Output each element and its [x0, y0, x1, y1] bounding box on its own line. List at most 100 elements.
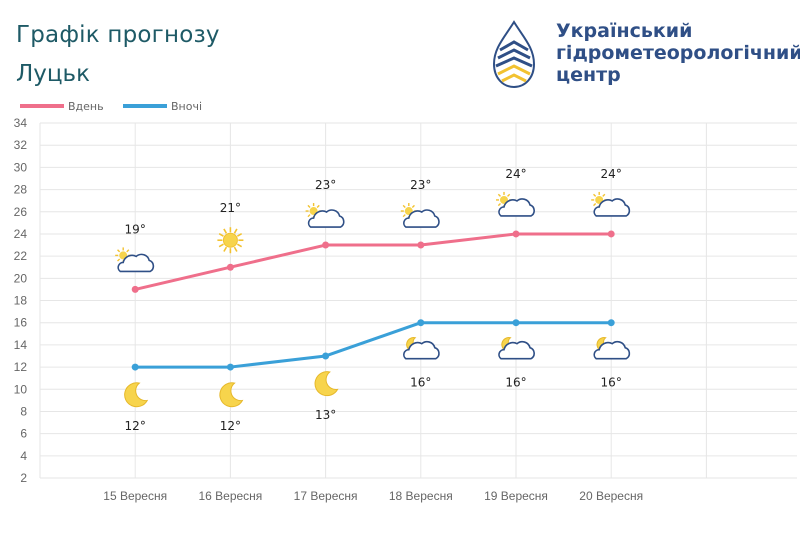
sun-ray: [223, 246, 228, 252]
data-point: [607, 319, 615, 327]
sun-ray: [507, 193, 511, 197]
data-point: [226, 263, 234, 271]
series-line: [134, 232, 612, 291]
data-label: 23°: [410, 178, 431, 192]
sun-ray: [117, 258, 121, 262]
sun-ray: [402, 214, 406, 218]
data-point: [512, 230, 520, 238]
moon-shape: [124, 382, 149, 408]
data-point: [322, 241, 330, 249]
y-tick-label: 30: [14, 160, 28, 174]
data-point: [131, 285, 139, 293]
data-point: [131, 363, 139, 371]
logo-line-3: центр: [556, 64, 621, 86]
data-label: 16°: [410, 376, 431, 390]
y-tick-label: 14: [14, 338, 28, 352]
x-tick-label: 15 Вересня: [103, 489, 167, 503]
moon-icon: [219, 382, 244, 408]
data-label: 24°: [601, 167, 622, 181]
cloud-shape: [593, 340, 631, 360]
logo-line-2: гідрометеорологічний: [556, 42, 800, 64]
logo-text: Український гідрометеорологічний центр: [556, 20, 800, 86]
sun-cloud-icon: [591, 191, 631, 217]
sun-ray: [117, 249, 121, 253]
sun-cloud-icon: [400, 203, 440, 228]
city-name: Луцьк: [16, 61, 91, 87]
sun-ray: [593, 193, 597, 197]
x-tick-label: 20 Вересня: [579, 489, 643, 503]
cloud-shape: [117, 253, 155, 273]
sun-disc: [222, 232, 238, 248]
moon-cloud-icon: [498, 337, 535, 360]
chart-grid: [39, 122, 797, 479]
legend-label: Вдень: [68, 100, 104, 113]
sun-ray: [233, 228, 238, 234]
data-label: 16°: [505, 376, 526, 390]
logo-line-1: Український: [556, 20, 693, 42]
sun-ray: [233, 246, 238, 252]
cloud-shape: [403, 340, 440, 360]
data-label: 24°: [505, 167, 526, 181]
sun-ray: [223, 228, 228, 234]
sun-ray: [126, 249, 130, 253]
sun-ray: [411, 204, 415, 208]
x-tick-label: 17 Вересня: [294, 489, 358, 503]
sun-cloud-icon: [496, 191, 535, 217]
moon-icon: [314, 371, 339, 397]
data-point: [417, 319, 425, 327]
sun-ray: [316, 204, 320, 208]
moon-shape: [219, 382, 244, 408]
y-tick-label: 16: [14, 316, 28, 330]
y-tick-label: 8: [20, 404, 27, 418]
y-tick-label: 24: [14, 227, 28, 241]
page-title: Графік прогнозу: [16, 22, 220, 48]
sun-ray: [593, 202, 597, 207]
y-tick-label: 10: [14, 382, 28, 396]
series-line: [135, 321, 612, 369]
y-tick-label: 4: [20, 449, 27, 463]
y-tick-label: 20: [14, 271, 28, 285]
sun-ray: [497, 202, 501, 207]
y-tick-label: 6: [20, 427, 27, 441]
sun-cloud-icon: [305, 203, 345, 228]
y-tick-label: 18: [14, 294, 28, 308]
x-tick-label: 18 Вересня: [389, 489, 453, 503]
sun-ray: [402, 204, 406, 208]
moon-shape: [314, 371, 339, 397]
data-label: 21°: [220, 201, 241, 215]
x-tick-label: 16 Вересня: [198, 489, 262, 503]
y-tick-label: 22: [14, 249, 28, 263]
sun-icon: [217, 227, 244, 254]
cloud-shape: [498, 340, 535, 360]
data-point: [226, 363, 234, 371]
data-label: 12°: [220, 419, 241, 433]
data-label: 23°: [315, 178, 336, 192]
y-tick-label: 2: [20, 471, 27, 485]
sun-ray: [236, 243, 243, 248]
sun-cloud-icon: [115, 247, 155, 273]
y-tick-label: 28: [14, 183, 28, 197]
data-label: 16°: [601, 376, 622, 390]
cloud-shape: [403, 209, 440, 228]
sun-ray: [307, 214, 311, 218]
cloud-shape: [498, 198, 535, 217]
x-tick-label: 19 Вересня: [484, 489, 548, 503]
y-tick-label: 12: [14, 360, 28, 374]
sun-ray: [497, 193, 501, 197]
data-label: 13°: [315, 408, 336, 422]
ugc-logo: Український гідрометеорологічний центр: [490, 20, 800, 90]
cloud-shape: [593, 198, 631, 217]
sun-ray: [218, 243, 224, 248]
sun-ray: [602, 193, 606, 197]
y-tick-label: 32: [14, 138, 28, 152]
legend-label: Вночі: [171, 100, 202, 113]
data-label: 19°: [125, 222, 146, 236]
data-point: [417, 241, 425, 249]
moon-cloud-icon: [593, 337, 631, 360]
data-label: 12°: [125, 419, 146, 433]
sun-ray: [236, 233, 243, 237]
data-point: [607, 230, 615, 238]
moon-icon: [124, 382, 149, 408]
y-tick-label: 34: [14, 116, 28, 130]
